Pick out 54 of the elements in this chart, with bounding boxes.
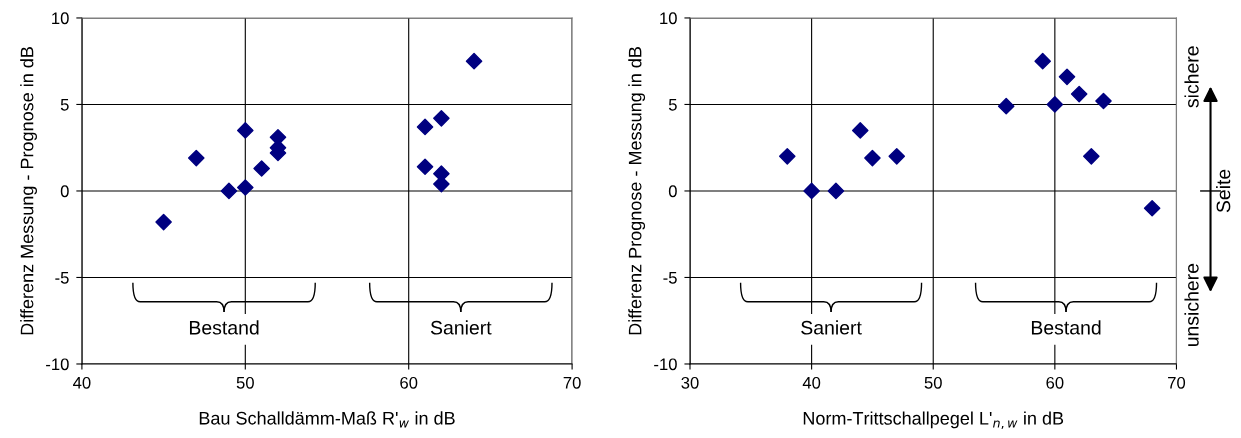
point	[888, 148, 906, 165]
point	[237, 122, 254, 139]
x-axis-title: Bau Schalldämm-Maß R'$_{w}$ in dB	[199, 411, 455, 428]
annotation: Saniert	[801, 320, 862, 335]
y-tick-label: 0	[668, 185, 677, 198]
point	[465, 52, 483, 70]
point	[1046, 96, 1064, 113]
point	[1034, 52, 1051, 70]
annotation: Bestand	[1031, 320, 1101, 335]
y-tick-label: -10	[46, 358, 69, 371]
y-tick-label: 5	[60, 99, 69, 111]
y-tick-label: -10	[654, 358, 677, 371]
point	[1070, 85, 1088, 103]
x-tick-label: 40	[73, 376, 91, 389]
point	[803, 182, 820, 200]
annotation: Saniert	[430, 320, 492, 335]
point	[827, 182, 845, 200]
point	[864, 149, 881, 167]
annotation: Bestand	[189, 320, 259, 335]
point	[1143, 199, 1161, 217]
point	[1083, 148, 1100, 165]
point	[997, 97, 1015, 115]
y-tick-label: 10	[660, 12, 677, 25]
point	[220, 182, 238, 200]
x-tick-label: 70	[1168, 376, 1186, 389]
x-tick-label: 40	[802, 376, 821, 389]
y-tick-label: -5	[55, 272, 69, 284]
point	[1095, 92, 1112, 110]
x-tick-label: 50	[924, 376, 942, 389]
point	[778, 148, 796, 165]
x-tick-label: 50	[236, 376, 254, 389]
point	[237, 179, 254, 196]
text: unsichere	[1184, 263, 1199, 347]
x-tick-label: 70	[563, 376, 581, 389]
point	[155, 213, 172, 231]
y-tick-label: 10	[52, 12, 69, 25]
y-tick-label: 0	[60, 185, 69, 198]
x-axis-title: Norm-Trittschallpegel L'$_{n,w}$ in dB	[803, 411, 1064, 429]
y-axis-title: Differenz Prognose - Messung in dB	[628, 47, 646, 335]
point	[851, 122, 869, 139]
x-tick-label: 30	[681, 376, 699, 389]
y-tick-label: 5	[668, 99, 677, 111]
x-tick-label: 60	[1046, 376, 1064, 389]
text: sichere	[1184, 46, 1199, 108]
point	[433, 110, 450, 127]
point	[416, 158, 434, 176]
point	[1058, 68, 1076, 86]
point	[416, 118, 434, 136]
y-axis-title: Differenz Messung - Prognose in dB	[20, 47, 37, 335]
x-tick-label: 60	[400, 376, 418, 389]
y-tick-label: -5	[663, 272, 677, 284]
point	[253, 160, 270, 177]
point	[187, 149, 205, 167]
text: Seite	[1216, 169, 1231, 213]
